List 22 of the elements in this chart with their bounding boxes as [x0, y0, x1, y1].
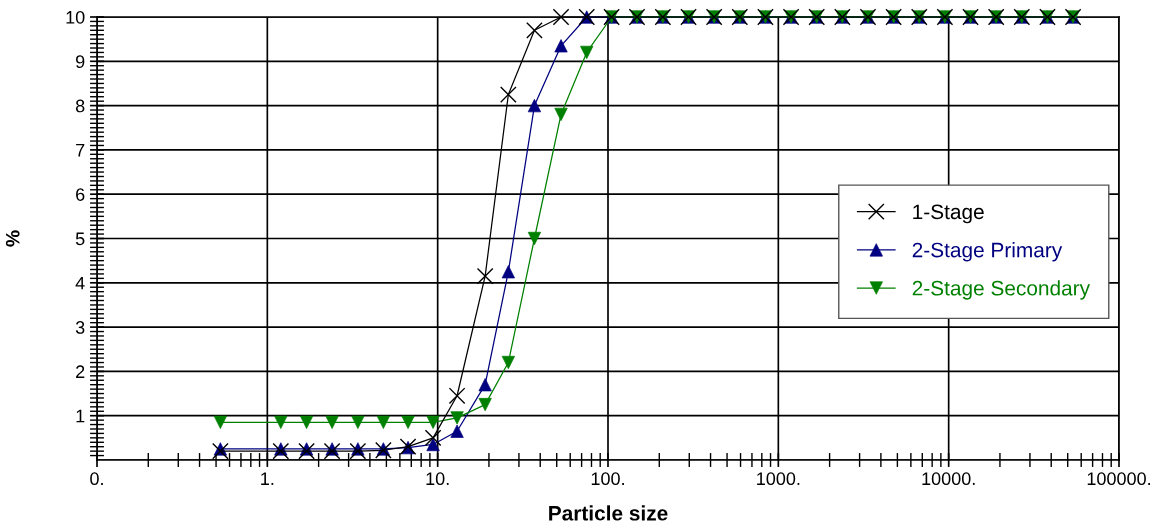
y-tick-label: 7 — [76, 144, 85, 157]
x-tick-label: 10000. — [922, 472, 975, 486]
y-axis-title: % — [5, 230, 20, 247]
y-tick-label: 8 — [75, 99, 85, 113]
x-axis-title: Particle size — [549, 505, 668, 521]
y-tick-label: 1 — [76, 409, 85, 423]
y-tick-label: 3 — [75, 321, 85, 334]
y-tick-label: 2 — [76, 365, 85, 378]
x-tick-label: 100. — [591, 472, 624, 486]
legend-label: 2-Stage Primary — [912, 242, 1063, 262]
legend-label: 1-Stage — [913, 204, 984, 224]
x-tick-label: 0. — [90, 472, 103, 486]
y-tick-label: 5 — [75, 232, 85, 246]
y-tick-label: 6 — [76, 188, 85, 201]
x-tick-label: 1. — [261, 472, 274, 485]
y-tick-label: 4 — [75, 276, 85, 290]
x-tick-label: 10. — [426, 472, 449, 486]
legend-label: 2-Stage Secondary — [912, 280, 1090, 300]
y-tick-label: 10 — [66, 10, 85, 24]
y-tick-label: 9 — [76, 55, 85, 69]
x-tick-label: 100000. — [1087, 472, 1150, 486]
x-tick-label: 1000. — [757, 472, 800, 486]
